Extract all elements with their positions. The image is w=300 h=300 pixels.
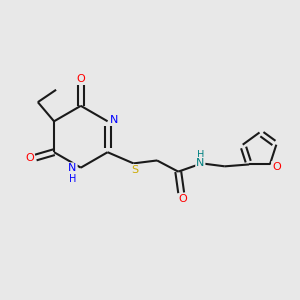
Text: H: H — [69, 174, 76, 184]
Text: N: N — [196, 158, 205, 168]
Text: H: H — [196, 150, 204, 160]
Text: O: O — [76, 74, 85, 84]
Text: N: N — [68, 163, 77, 173]
Text: O: O — [25, 152, 34, 163]
Text: S: S — [131, 165, 139, 175]
Text: O: O — [272, 162, 281, 172]
Text: O: O — [178, 194, 187, 204]
Text: N: N — [110, 115, 118, 125]
